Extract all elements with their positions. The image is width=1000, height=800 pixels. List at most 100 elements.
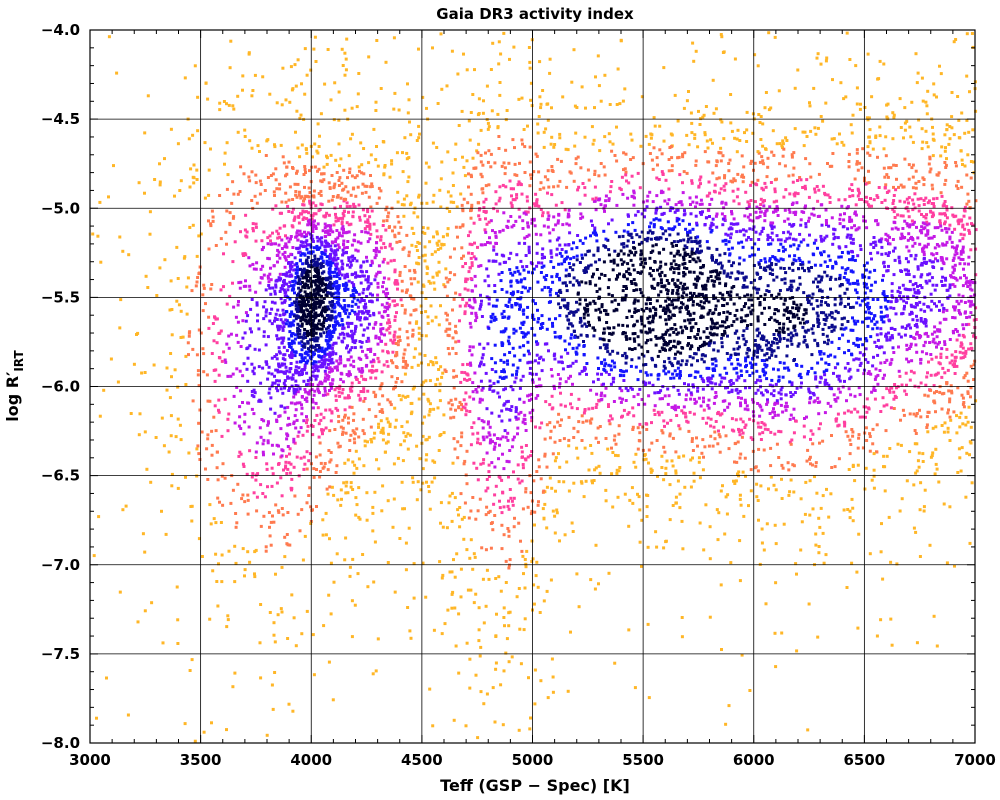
data-point [447,401,451,405]
data-point [432,235,435,239]
data-point [251,472,255,476]
data-point [354,194,358,198]
data-point [479,172,483,176]
data-point [961,294,965,298]
data-point [961,258,965,261]
data-point [506,399,510,403]
data-point [610,300,614,304]
data-point [621,397,624,401]
data-point [312,360,316,364]
data-point [839,297,843,301]
data-point [526,340,530,344]
data-point [904,392,908,396]
data-point [705,240,709,244]
data-point [637,439,641,442]
data-point [729,93,733,96]
data-point [343,396,347,400]
data-point [791,334,795,338]
data-point [714,364,718,368]
data-point [929,236,933,240]
data-point [362,328,366,332]
data-point [673,323,677,327]
data-point [179,336,183,339]
data-point [523,334,527,338]
data-point [292,319,296,323]
data-point [489,546,493,550]
data-point [901,325,905,329]
data-point [350,336,354,340]
data-point [706,416,710,420]
data-point [492,318,496,322]
data-point [714,164,718,168]
data-point [666,306,670,310]
data-point [914,343,918,347]
data-point [875,320,879,324]
data-point [324,286,328,290]
data-point [506,362,510,366]
data-point [280,494,284,498]
data-point [683,282,687,286]
data-point [176,642,180,645]
data-point [769,343,773,347]
data-point [270,484,274,488]
data-point [340,391,344,395]
data-point [397,339,400,343]
data-point [915,641,919,645]
data-point [407,250,411,254]
data-point [344,484,348,488]
data-point [501,183,505,187]
data-point [915,469,919,473]
data-point [323,310,327,314]
data-point [598,149,602,153]
data-point [931,154,935,158]
data-point [270,307,274,311]
data-point [487,420,490,424]
data-point [490,411,494,415]
data-point [763,199,766,203]
data-point [164,532,168,536]
data-point [520,479,524,483]
data-point [938,308,941,312]
data-point [286,288,290,292]
data-point [421,95,425,99]
data-point [305,467,309,471]
data-point [480,299,483,303]
data-point [951,259,955,262]
data-point [521,466,525,470]
data-point [609,259,613,263]
data-point [589,578,593,582]
data-point [887,264,890,268]
data-point [307,392,311,396]
data-point [389,338,393,342]
data-point [883,373,886,377]
data-point [648,272,652,276]
data-point [148,210,152,214]
data-point [935,196,939,200]
data-point [589,263,593,267]
data-point [734,441,738,445]
data-point [833,398,837,401]
data-point [832,232,836,236]
data-point [502,505,506,509]
data-point [963,262,967,266]
data-point [799,497,803,501]
data-point [880,237,884,241]
data-point [424,297,428,300]
data-point [335,552,339,556]
data-point [348,387,352,391]
data-point [816,285,820,289]
data-point [470,261,474,265]
data-point [500,478,504,482]
data-point [338,323,341,327]
data-point [616,67,620,71]
data-point [421,421,425,425]
data-point [968,230,971,234]
data-point [375,241,378,245]
data-point [660,466,664,469]
data-point [897,369,901,373]
data-point [481,386,485,390]
data-point [209,522,213,526]
data-point [350,304,354,308]
data-point [884,332,888,336]
data-point [377,360,381,364]
